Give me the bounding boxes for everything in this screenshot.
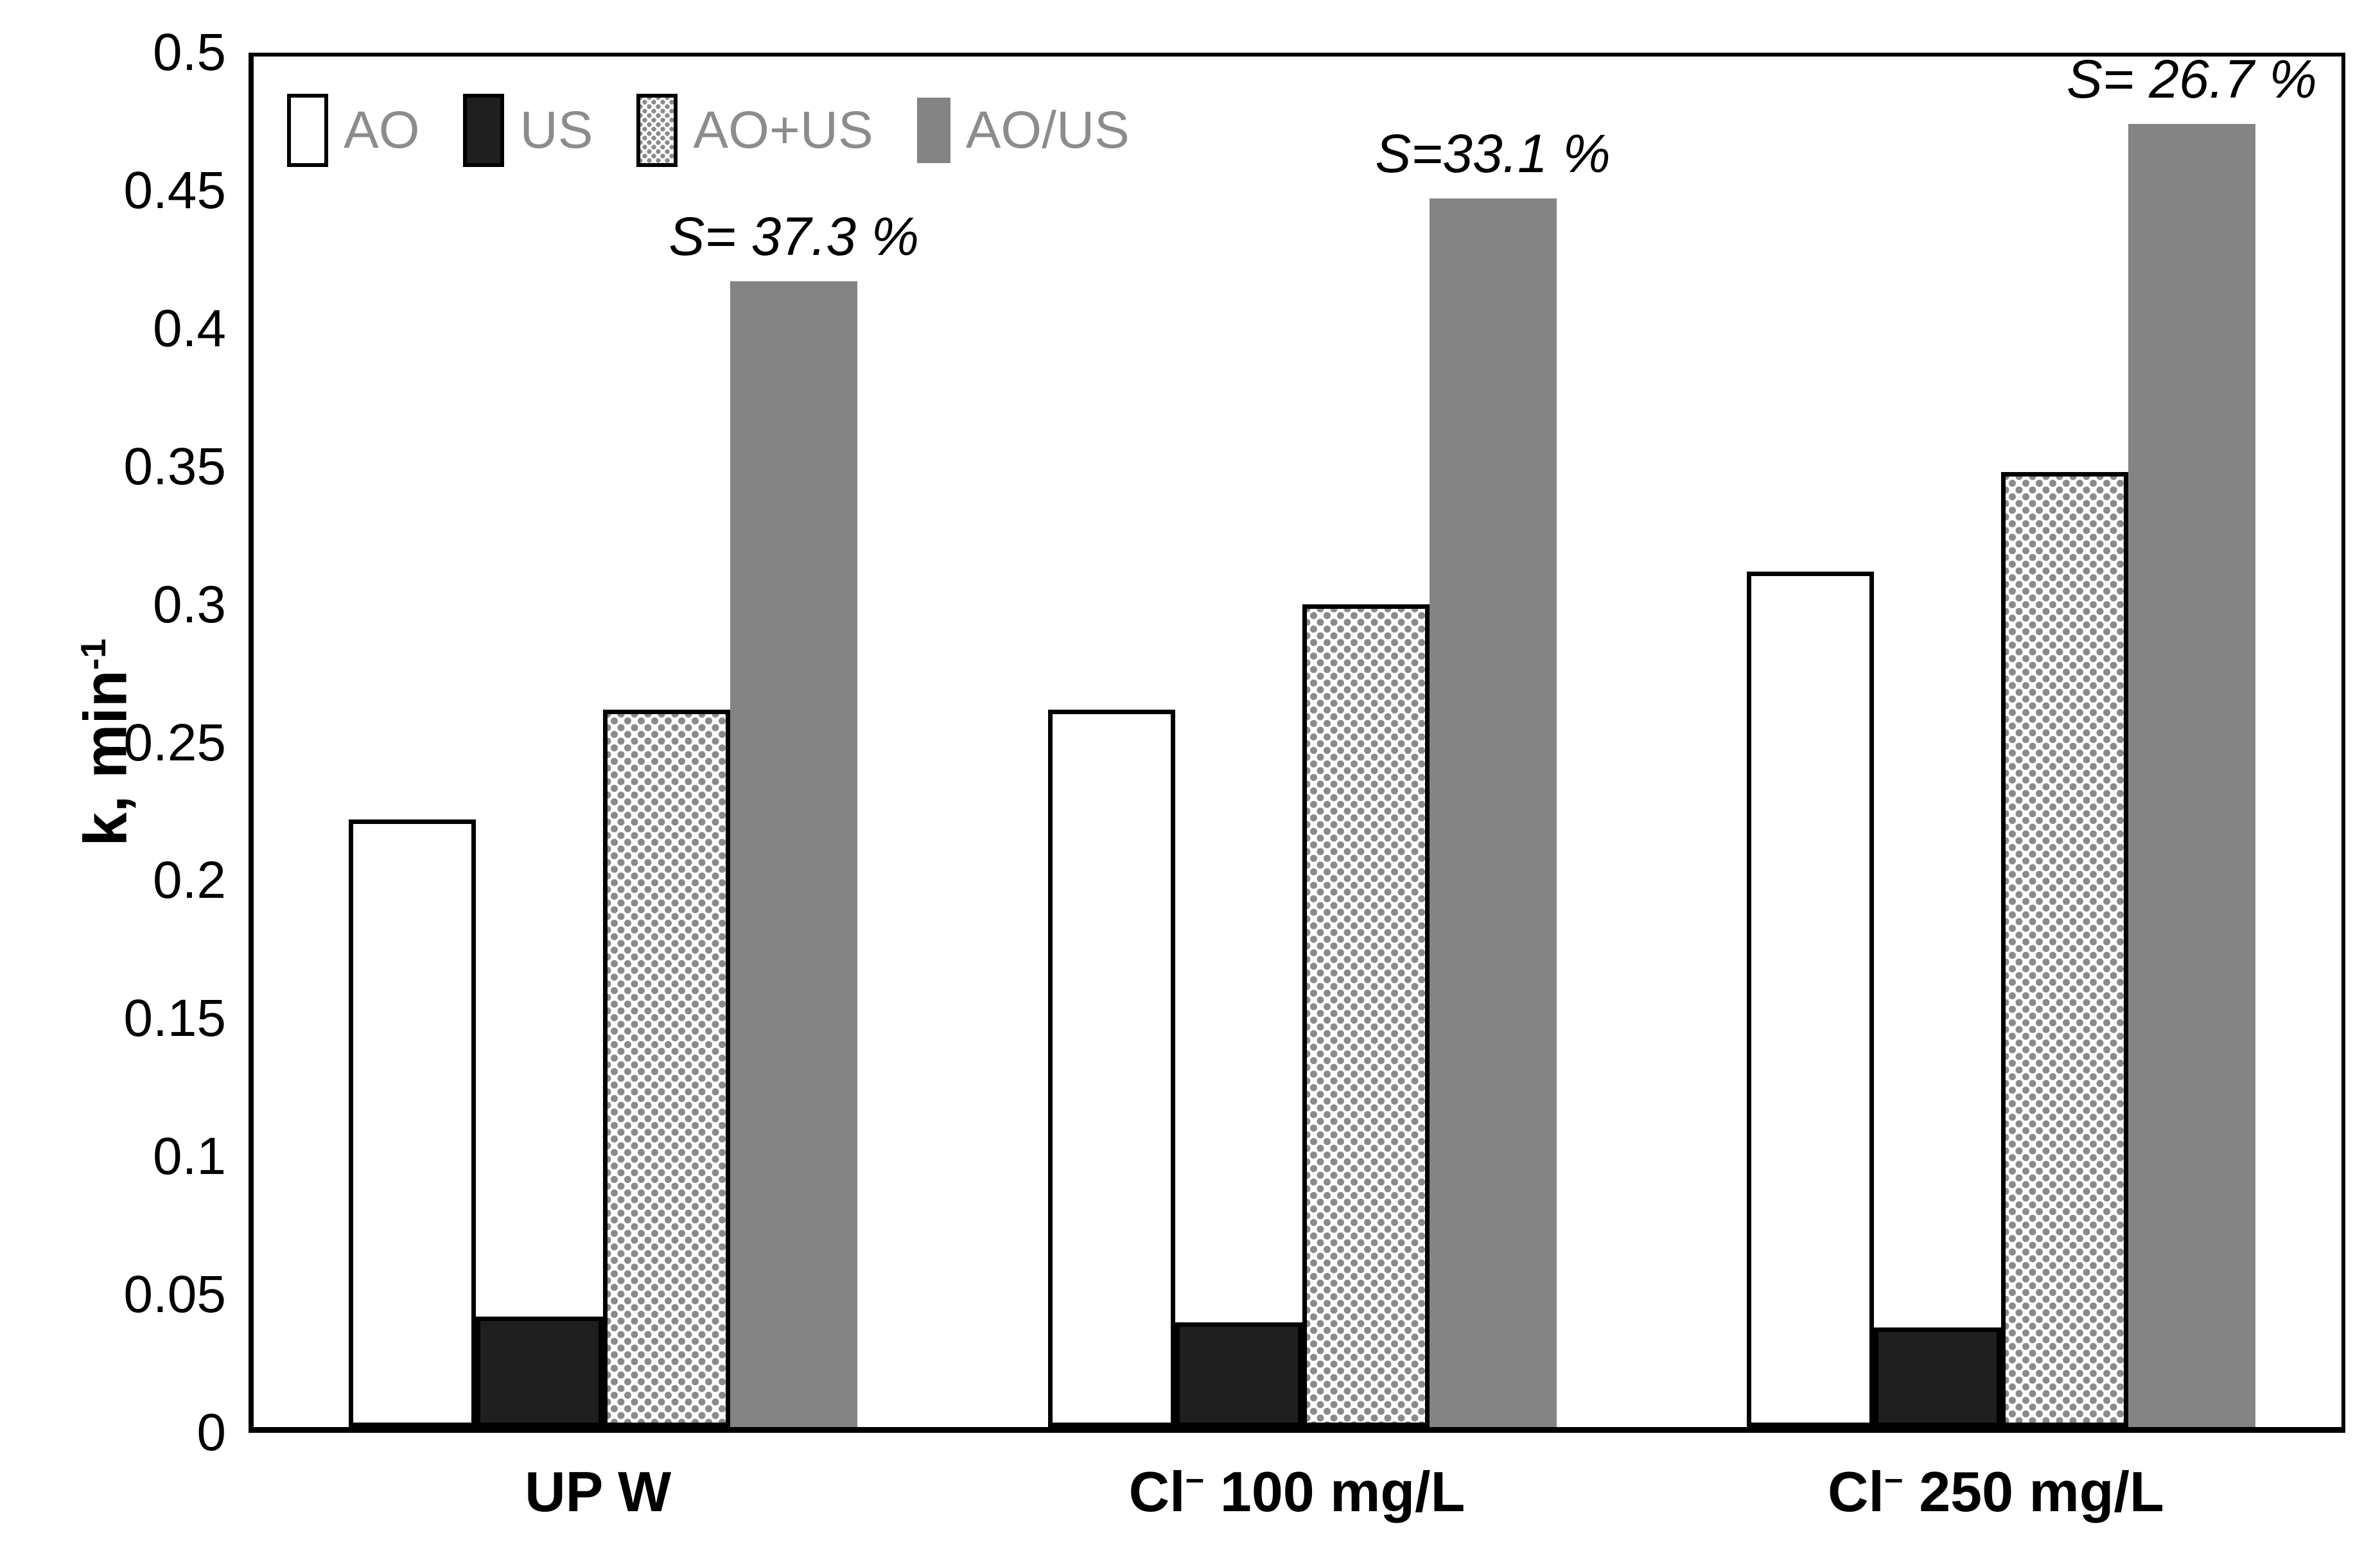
legend-label: AO — [344, 101, 420, 159]
category-label-2: Cl− 250 mg/L — [1828, 1464, 2164, 1520]
legend-label: AO/US — [965, 101, 1130, 159]
y-axis-title-superscript: -1 — [73, 638, 113, 670]
legend: AO US AO+US AO/US — [287, 94, 1130, 167]
category-label-base: Cl — [1827, 1460, 1884, 1523]
y-tick-label-0.05: 0.05 — [123, 1265, 226, 1324]
legend-label: US — [520, 101, 593, 159]
bar-ao-us-cat0 — [730, 281, 858, 1427]
legend-item-ao-us: AO/US — [916, 98, 1130, 163]
legend-item-ao: AO — [287, 94, 419, 167]
bar-us-cat1 — [1175, 1322, 1302, 1427]
category-label-rest: 100 mg/L — [1204, 1460, 1466, 1523]
y-tick-label-0.35: 0.35 — [123, 437, 226, 496]
y-tick-label-0.4: 0.4 — [153, 299, 226, 358]
category-label-base: Cl — [1128, 1460, 1186, 1523]
bar-ao-us-cat1 — [1302, 604, 1430, 1427]
synergy-annotation-1: S=33.1 % — [1375, 123, 1611, 184]
category-label-0: UP W — [525, 1464, 671, 1520]
synergy-annotation-2: S= 26.7 % — [2066, 49, 2317, 110]
bar-ao-cat0 — [349, 819, 477, 1427]
synergy-annotation-0: S= 37.3 % — [669, 206, 920, 267]
legend-item-us: US — [463, 94, 593, 167]
category-label-1: Cl− 100 mg/L — [1129, 1464, 1466, 1520]
y-tick-label-0.25: 0.25 — [123, 713, 226, 772]
bar-ao-us-cat2 — [2128, 124, 2255, 1427]
legend-marker-ao — [287, 94, 328, 167]
y-tick-label-0.2: 0.2 — [153, 851, 226, 910]
category-label-base: UP W — [525, 1460, 672, 1523]
y-tick-label-0.5: 0.5 — [153, 23, 226, 82]
legend-marker-ao-us — [636, 94, 678, 167]
y-tick-label-0.15: 0.15 — [123, 989, 226, 1048]
bar-ao-cat1 — [1047, 709, 1175, 1427]
bar-ao-us-cat2 — [2000, 471, 2128, 1427]
legend-label: AO+US — [693, 101, 873, 159]
legend-marker-ao-us — [916, 98, 950, 163]
bar-us-cat0 — [476, 1317, 604, 1427]
category-label-rest: 250 mg/L — [1903, 1460, 2164, 1523]
y-tick-label-0.45: 0.45 — [123, 161, 226, 220]
category-label-superscript: − — [1884, 1462, 1903, 1499]
bar-ao-cat2 — [1746, 571, 1874, 1427]
bar-us-cat2 — [1873, 1327, 2001, 1427]
y-tick-label-0.1: 0.1 — [153, 1127, 226, 1186]
legend-item-ao-us: AO+US — [636, 94, 873, 167]
bar-ao-us-cat1 — [1429, 198, 1557, 1427]
y-tick-label-0.3: 0.3 — [153, 575, 226, 634]
category-label-superscript: − — [1185, 1462, 1205, 1499]
y-tick-label-0: 0 — [197, 1403, 226, 1462]
plot-area: AO US AO+US AO/US S= 37.3 % S=33.1 % S= 26.7 … — [249, 49, 2345, 1433]
legend-marker-us — [463, 94, 505, 167]
bar-ao-us-cat0 — [603, 709, 731, 1427]
